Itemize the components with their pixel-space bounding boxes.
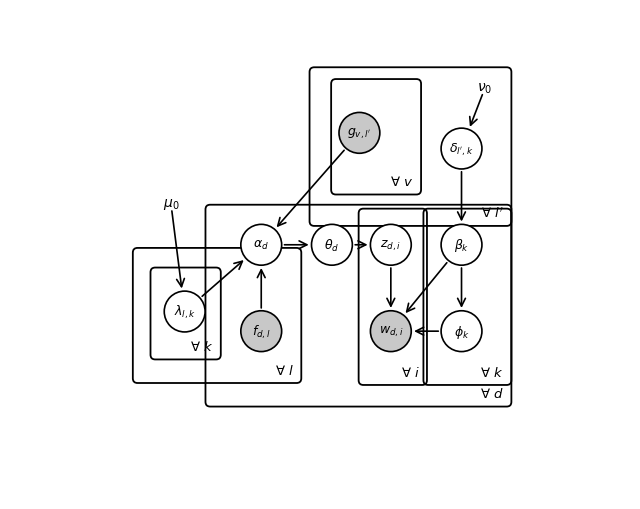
Text: $\forall\ k$: $\forall\ k$ <box>190 340 213 353</box>
Text: $z_{d,i}$: $z_{d,i}$ <box>380 238 401 252</box>
Text: $\forall\ l$: $\forall\ l$ <box>275 363 294 377</box>
Circle shape <box>339 113 380 154</box>
Text: $\forall\ k$: $\forall\ k$ <box>481 365 504 379</box>
Circle shape <box>241 225 282 266</box>
Text: $\lambda_{l,k}$: $\lambda_{l,k}$ <box>173 303 196 321</box>
Text: $w_{d,i}$: $w_{d,i}$ <box>378 324 403 338</box>
Circle shape <box>371 311 412 352</box>
Text: $\boldsymbol{\alpha_{d}}$: $\boldsymbol{\alpha_{d}}$ <box>253 239 269 252</box>
Text: $\forall\ d$: $\forall\ d$ <box>480 386 504 401</box>
Text: $\forall\ i$: $\forall\ i$ <box>401 365 419 379</box>
Text: $\boldsymbol{\theta_{d}}$: $\boldsymbol{\theta_{d}}$ <box>324 237 340 253</box>
Text: $\delta_{l',k}$: $\delta_{l',k}$ <box>449 141 474 157</box>
Circle shape <box>371 225 412 266</box>
Text: $\forall\ l'$: $\forall\ l'$ <box>481 206 504 220</box>
Circle shape <box>441 129 482 169</box>
Circle shape <box>441 311 482 352</box>
Text: $\boldsymbol{\beta_{k}}$: $\boldsymbol{\beta_{k}}$ <box>454 237 469 254</box>
Circle shape <box>164 292 205 332</box>
Text: $g_{v,l'}$: $g_{v,l'}$ <box>348 127 372 140</box>
Text: $\mu_0$: $\mu_0$ <box>163 196 179 212</box>
Text: $\phi_{k}$: $\phi_{k}$ <box>454 323 469 340</box>
Circle shape <box>312 225 353 266</box>
Text: $\forall\ v$: $\forall\ v$ <box>390 175 413 189</box>
Circle shape <box>441 225 482 266</box>
Text: $f_{d,l}$: $f_{d,l}$ <box>252 323 271 340</box>
Circle shape <box>241 311 282 352</box>
Text: $\nu_0$: $\nu_0$ <box>477 81 493 96</box>
